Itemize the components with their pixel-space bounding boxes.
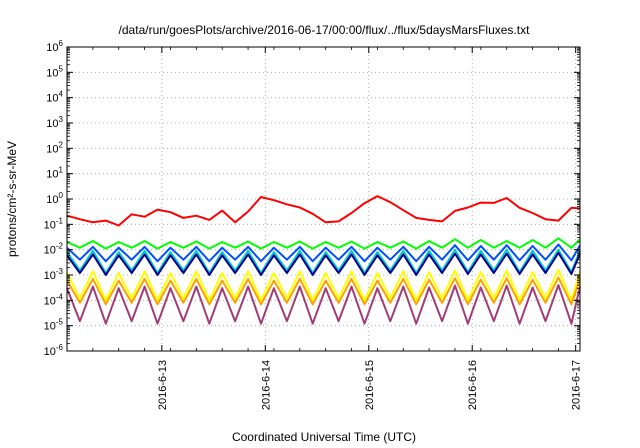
x-tick-label: 2016-6-13 <box>157 360 169 410</box>
y-tick-label: 106 <box>46 39 63 54</box>
x-axis-label: Coordinated Universal Time (UTC) <box>232 430 416 444</box>
x-tick-label: 2016-6-15 <box>364 360 376 410</box>
x-tick-label: 2016-6-17 <box>571 360 583 410</box>
y-tick-label: 10-4 <box>44 292 64 307</box>
y-tick-label: 10-5 <box>44 318 64 333</box>
axes: 10-6 10-5 10-4 10-3 10-2 10-1 100 101 102 103 104 1… <box>44 39 583 410</box>
series-line-1 <box>66 195 581 227</box>
y-tick-label: 103 <box>46 115 63 130</box>
y-tick-label: 102 <box>46 140 63 155</box>
y-tick-label: 10-2 <box>44 242 64 257</box>
y-axis-label: protons/cm²-s-sr-MeV <box>5 141 19 257</box>
series-line-3 <box>66 248 581 274</box>
y-tick-label: 104 <box>46 90 63 105</box>
y-tick-label: 10-6 <box>44 343 64 358</box>
data-series <box>66 195 581 325</box>
x-tick-label: 2016-6-16 <box>467 360 479 410</box>
chart-title: /data/run/goesPlots/archive/2016-06-17/0… <box>119 23 531 37</box>
y-tick-label: 10-3 <box>44 267 64 282</box>
series-line-4 <box>66 243 581 263</box>
series-line-7 <box>66 276 581 306</box>
y-tick-label: 105 <box>46 64 63 79</box>
y-tick-label: 100 <box>46 191 63 206</box>
series-line-2 <box>66 237 581 250</box>
y-axis-label-text: protons/cm²-s-sr-MeV <box>5 141 19 257</box>
x-tick-label: 2016-6-14 <box>260 360 272 410</box>
y-tick-label: 10-1 <box>44 216 64 231</box>
y-tick-label: 101 <box>46 166 63 181</box>
series-line-5 <box>66 251 581 276</box>
series-line-8 <box>66 284 581 325</box>
series-line-6 <box>66 268 581 302</box>
